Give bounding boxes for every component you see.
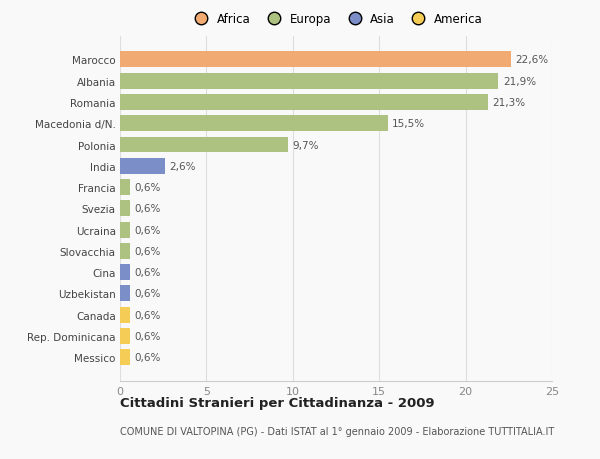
Text: 0,6%: 0,6% (134, 204, 161, 214)
Bar (120, 286, 130, 302)
Text: COMUNE DI VALTOPINA (PG) - Dati ISTAT al 1° gennaio 2009 - Elaborazione TUTTITAL: COMUNE DI VALTOPINA (PG) - Dati ISTAT al… (120, 426, 554, 436)
Text: 0,6%: 0,6% (134, 353, 161, 362)
Legend: Africa, Europa, Asia, America: Africa, Europa, Asia, America (185, 8, 487, 31)
Bar (120, 243, 130, 259)
Text: 0,6%: 0,6% (134, 246, 161, 256)
Bar (120, 73, 499, 90)
Text: 0,6%: 0,6% (134, 225, 161, 235)
Text: 0,6%: 0,6% (134, 331, 161, 341)
Text: 9,7%: 9,7% (292, 140, 319, 150)
Bar (120, 264, 130, 280)
Bar (120, 137, 287, 153)
Bar (120, 201, 130, 217)
Bar (120, 222, 130, 238)
Text: 21,9%: 21,9% (503, 77, 536, 87)
Text: 0,6%: 0,6% (134, 289, 161, 299)
Text: Cittadini Stranieri per Cittadinanza - 2009: Cittadini Stranieri per Cittadinanza - 2… (120, 396, 434, 409)
Text: 0,6%: 0,6% (134, 268, 161, 278)
Text: 0,6%: 0,6% (134, 310, 161, 320)
Bar (120, 179, 130, 196)
Bar (120, 116, 388, 132)
Bar (120, 158, 165, 174)
Text: 22,6%: 22,6% (515, 56, 548, 65)
Text: 0,6%: 0,6% (134, 183, 161, 193)
Text: 21,3%: 21,3% (493, 98, 526, 108)
Bar (120, 95, 488, 111)
Bar (120, 52, 511, 68)
Bar (120, 328, 130, 344)
Bar (120, 349, 130, 365)
Text: 15,5%: 15,5% (392, 119, 425, 129)
Text: 2,6%: 2,6% (169, 162, 196, 171)
Bar (120, 307, 130, 323)
